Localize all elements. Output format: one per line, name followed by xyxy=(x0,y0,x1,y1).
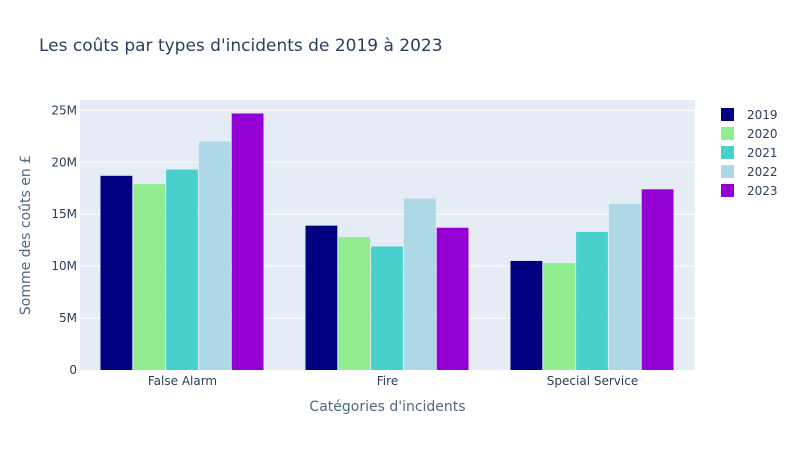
bars xyxy=(100,113,674,371)
legend-swatch xyxy=(721,165,734,178)
y-tick-label: 20M xyxy=(51,155,77,169)
bar-2021-special-service[interactable] xyxy=(576,231,608,370)
x-tick-label: False Alarm xyxy=(148,374,217,388)
bar-2022-fire[interactable] xyxy=(403,198,436,370)
bar-2021-fire[interactable] xyxy=(371,246,403,370)
x-tick-label: Fire xyxy=(377,374,398,388)
legend-label: 2022 xyxy=(747,165,778,179)
legend-label: 2020 xyxy=(747,127,778,141)
legend-label: 2023 xyxy=(747,184,778,198)
chart-title: Les coûts par types d'incidents de 2019 … xyxy=(39,36,443,56)
legend-item-2019[interactable]: 2019 xyxy=(721,108,778,122)
bar-2023-false-alarm[interactable] xyxy=(231,113,264,371)
bar-2019-special-service[interactable] xyxy=(510,260,543,370)
legend-label: 2019 xyxy=(747,108,778,122)
legend-swatch xyxy=(721,146,734,159)
legend-item-2023[interactable]: 2023 xyxy=(721,184,778,198)
legend-swatch xyxy=(721,184,734,197)
y-tick-labels: 0 5M 10M 15M 20M 25M xyxy=(51,103,77,377)
y-tick-label: 0 xyxy=(69,363,77,377)
y-tick-label: 15M xyxy=(51,207,77,221)
x-tick-label: Special Service xyxy=(547,374,638,388)
bar-2022-special-service[interactable] xyxy=(608,203,641,370)
y-axis-title: Somme des coûts en £ xyxy=(18,155,34,315)
bar-2020-false-alarm[interactable] xyxy=(133,184,166,370)
legend-item-2021[interactable]: 2021 xyxy=(721,146,778,160)
legend-swatch xyxy=(721,127,734,140)
y-tick-label: 25M xyxy=(51,103,77,117)
bar-2020-special-service[interactable] xyxy=(543,263,576,370)
bar-2020-fire[interactable] xyxy=(338,237,371,370)
legend-item-2020[interactable]: 2020 xyxy=(721,127,778,141)
bar-2022-false-alarm[interactable] xyxy=(198,141,231,370)
bar-2023-special-service[interactable] xyxy=(641,189,674,370)
x-tick-labels: False Alarm Fire Special Service xyxy=(148,374,638,388)
bar-2019-false-alarm[interactable] xyxy=(100,175,133,370)
legend[interactable]: 2019 2020 2021 2022 2023 xyxy=(721,108,778,198)
y-tick-label: 5M xyxy=(59,311,77,325)
bar-2019-fire[interactable] xyxy=(305,225,338,370)
y-tick-label: 10M xyxy=(51,259,77,273)
legend-item-2022[interactable]: 2022 xyxy=(721,165,778,179)
bar-2023-fire[interactable] xyxy=(436,227,469,370)
bar-2021-false-alarm[interactable] xyxy=(166,169,198,370)
legend-swatch xyxy=(721,108,734,121)
x-axis-title: Catégories d'incidents xyxy=(309,399,465,415)
legend-label: 2021 xyxy=(747,146,778,160)
